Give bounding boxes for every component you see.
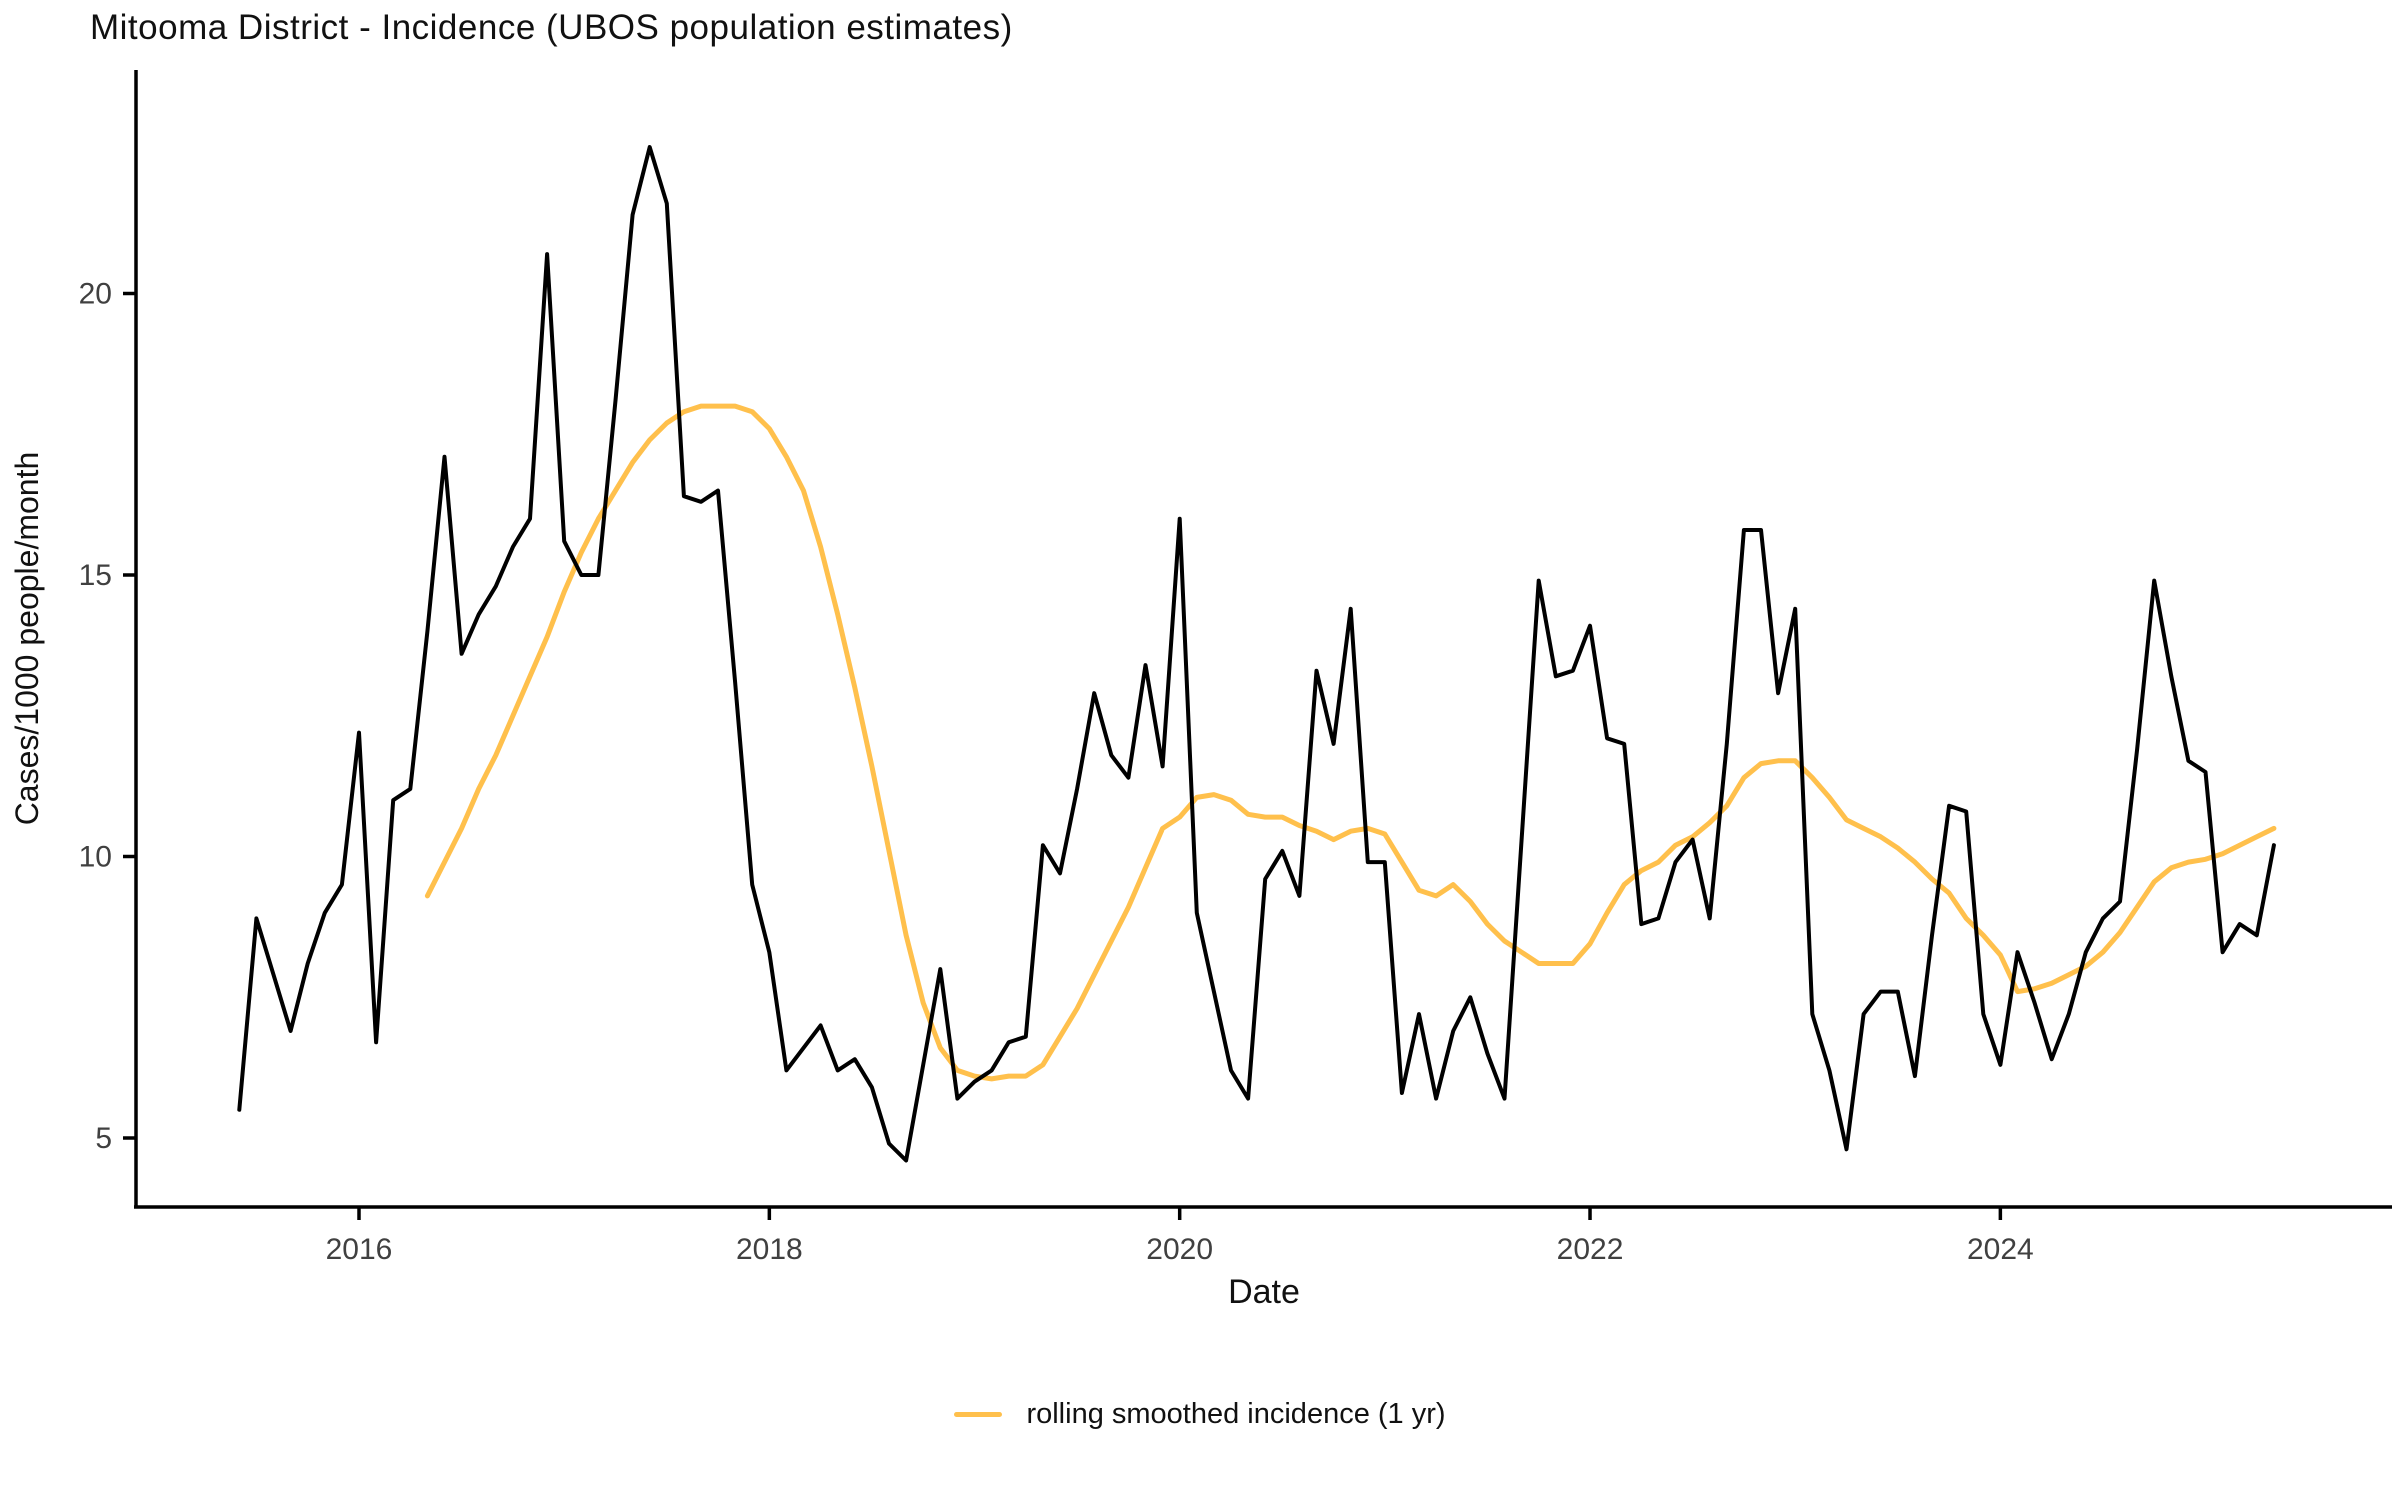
y-tick-label: 15	[79, 559, 112, 592]
y-axis-title: Cases/1000 people/month	[9, 452, 45, 826]
x-tick-label: 2016	[326, 1233, 393, 1266]
x-tick-label: 2020	[1146, 1233, 1213, 1266]
rolling-mean-line	[424, 403, 2277, 1082]
monthly-incidence-line	[237, 145, 2276, 1163]
x-tick-label: 2022	[1557, 1233, 1624, 1266]
legend: rolling smoothed incidence (1 yr)	[0, 1398, 2400, 1431]
y-tick-label: 20	[79, 278, 112, 311]
x-axis-title: Date	[1228, 1273, 1300, 1311]
y-tick-label: 5	[95, 1122, 112, 1155]
y-tick-label: 10	[79, 841, 112, 874]
chart-title: Mitooma District - Incidence (UBOS popul…	[90, 8, 1013, 47]
x-tick-label: 2018	[736, 1233, 803, 1266]
x-tick-label: 2024	[1967, 1233, 2034, 1266]
legend-label: rolling smoothed incidence (1 yr)	[1026, 1398, 1446, 1430]
rolling-line-swatch	[954, 1412, 1003, 1417]
